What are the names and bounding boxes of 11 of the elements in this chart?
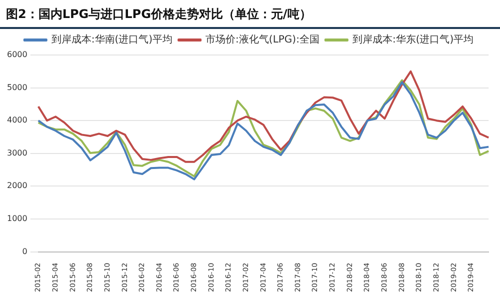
y-tick-label: 6000	[7, 50, 28, 60]
y-tick-label: 3000	[7, 148, 28, 158]
chart-title: 图2：国内LPG与进口LPG价格走势对比（单位：元/吨）	[0, 0, 500, 29]
y-tick-label: 5000	[7, 82, 28, 92]
legend-label: 到岸成本:华南(进口气)平均	[51, 34, 173, 46]
legend-label: 市场价:液化气(LPG):全国	[206, 34, 320, 46]
y-tick-label: 0	[22, 246, 28, 256]
y-tick-label: 4000	[7, 116, 28, 125]
y-tick-label: 1000	[7, 214, 28, 224]
legend-label: 到岸成本:华东(进口气)平均	[352, 34, 474, 46]
y-tick-label: 2000	[7, 181, 28, 190]
